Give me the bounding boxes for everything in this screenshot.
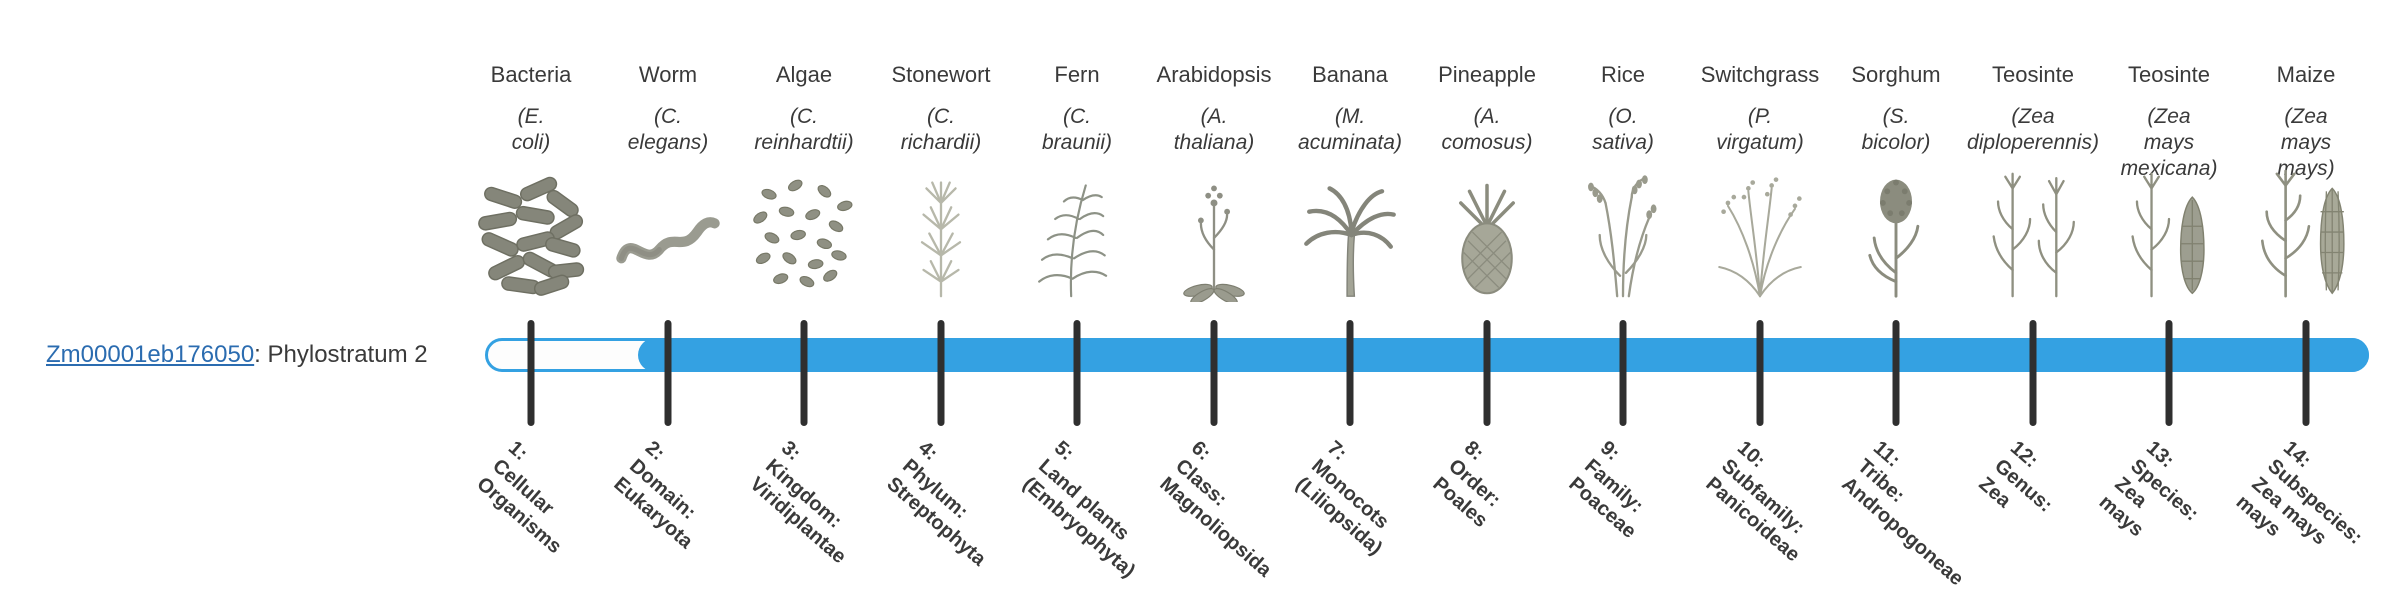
phylostrata-track [485,338,2369,372]
phylostratum-label: 12: Genus: Zea [1974,436,2057,517]
phylostratum-label: 14: Subspecies: Zea mays mays [2231,436,2367,550]
organism-common-name: Algae [775,62,833,87]
phylostratum-tick [800,320,808,426]
gene-phylostratum-text: : Phylostratum 2 [254,341,428,368]
teosinte-mexicana-icon [2110,168,2228,302]
organism-common-name: Worm [638,62,698,87]
algae-icon [745,168,863,302]
organism-common-name: Teosinte [1992,62,2074,87]
organism-scientific-name: (Zea mays mexicana) [2120,105,2218,180]
organism-common-name: Maize [2276,62,2336,87]
phylostratum-tick [664,320,672,426]
stonewort-icon [882,168,1000,302]
pineapple-icon [1428,168,1546,302]
organism-scientific-name: (E. coli) [511,105,551,154]
phylostratum-label: 13: Species: Zea mays [2094,436,2203,542]
phylostratum-tick [1210,320,1218,426]
organism-scientific-name: (P. virgatum) [1716,105,1804,154]
organism-scientific-name: (S. bicolor) [1861,105,1931,154]
switchgrass-icon [1701,168,1819,302]
teosinte-diploperennis-icon [1974,168,2092,302]
phylostratum-label: 7: Monocots (Liliopsida) [1291,436,1393,560]
phylostratum-label: 10: Subfamily: Panicoideae [1701,436,1809,567]
phylostratum-label: 5: Land plants (Embryophyta) [1018,436,1140,583]
organism-common-name: Bacteria [490,62,572,87]
worm-icon [609,168,727,302]
maize-icon [2247,168,2365,302]
organism-scientific-name: (C. elegans) [627,105,709,154]
organism-scientific-name: (M. acuminata) [1298,105,1402,154]
arabidopsis-icon [1155,168,1273,302]
organism-common-name: Switchgrass [1700,62,1820,87]
organism-common-name: Teosinte [2128,62,2210,87]
phylostratum-tick [937,320,945,426]
phylostratum-label: 4: Phylum: Streptophyta [882,436,990,571]
organism-common-name: Banana [1312,62,1388,87]
banana-icon [1291,168,1409,302]
phylostratum-label: 1: Cellular Organisms [472,436,566,559]
sorghum-icon [1837,168,1955,302]
organism-scientific-name: (C. richardii) [900,105,982,154]
phylostratum-tick [1483,320,1491,426]
gene-label: Zm00001eb176050: Phylostratum 2 [46,341,428,369]
bacteria-icon [472,168,590,302]
organism-scientific-name: (Zea mays mays) [2277,105,2335,180]
organism-common-name: Fern [1054,62,1100,87]
organism-scientific-name: (Zea diploperennis) [1967,105,2099,154]
organism-scientific-name: (C. braunii) [1041,105,1113,154]
phylostratum-label: 11: Tribe: Andropogoneae [1837,436,1968,591]
phylostratum-tick [1892,320,1900,426]
organism-common-name: Pineapple [1438,62,1536,87]
gene-id-link[interactable]: Zm00001eb176050 [46,341,255,368]
phylostratum-label: 9: Family: Poaceae [1564,436,1648,543]
organism-scientific-name: (A. comosus) [1441,105,1533,154]
organism-common-name: Arabidopsis [1156,62,1272,87]
rice-icon [1564,168,1682,302]
phylostratum-label: 3: Kingdom: Viridiplantae [745,436,851,569]
organism-scientific-name: (O. sativa) [1592,105,1654,154]
phylostratum-tick [1756,320,1764,426]
organism-scientific-name: (A. thaliana) [1173,105,1255,154]
phylostratum-tick [527,320,535,426]
organism-scientific-name: (C. reinhardtii) [754,105,854,154]
phylostratum-label: 2: Domain: Eukaryota [609,436,700,554]
phylostratum-tick [1619,320,1627,426]
phylostratum-tick [1073,320,1081,426]
phylostratum-tick [1346,320,1354,426]
phylostrata-track-fill [638,338,2369,372]
fern-icon [1018,168,1136,302]
phylostratum-tick [2165,320,2173,426]
phylostratum-label: 6: Class: Magnoliopsida [1155,436,1276,582]
organism-common-name: Sorghum [1851,62,1941,87]
phylostratum-tick [2302,320,2310,426]
organism-common-name: Rice [1600,62,1646,87]
organism-common-name: Stonewort [891,62,991,87]
phylostratum-label: 8: Order: Poales [1428,436,1505,532]
phylostratum-tick [2029,320,2037,426]
